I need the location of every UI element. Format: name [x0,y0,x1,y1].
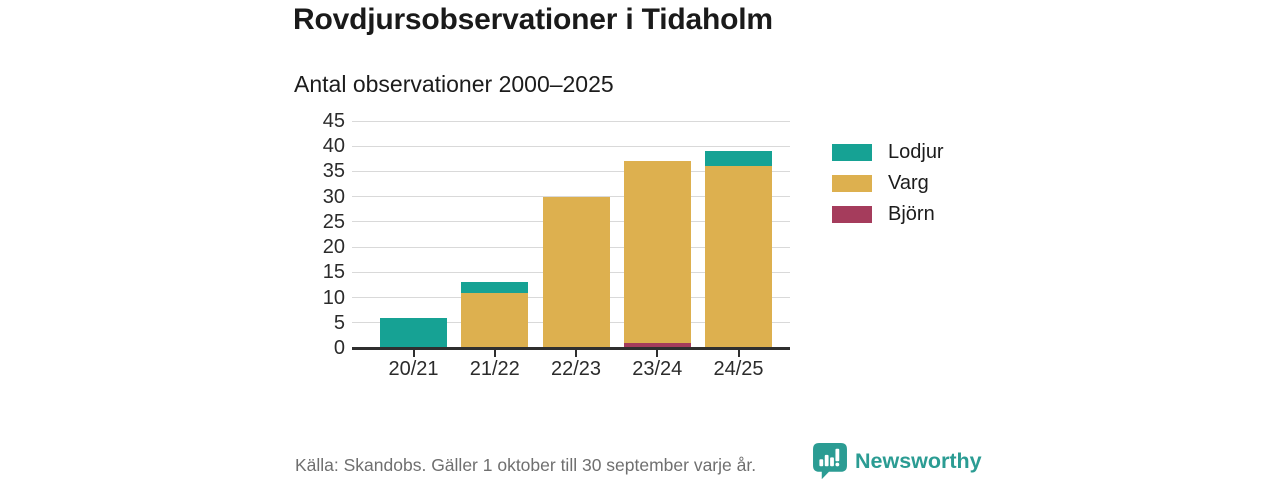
y-tick-label: 35 [322,160,345,183]
bar-segment-varg-24-25 [705,166,772,348]
legend: Lodjur Varg Björn [832,141,944,225]
y-tick-label: 25 [322,210,345,233]
gridline [352,196,790,198]
x-axis-tick [575,349,577,357]
x-axis-tick [412,349,415,357]
legend-item-varg: Varg [832,172,944,194]
y-tick-label: 0 [333,337,345,359]
legend-swatch [832,174,872,192]
x-tick-label: 23/24 [632,358,683,380]
bar-segment-bjorn-23-24 [623,342,691,348]
legend-label: Varg [888,171,929,194]
brand-name: Newsworthy [855,448,982,473]
chart-title: Rovdjursobservationer i Tidaholm [293,3,773,36]
y-tick-label: 15 [322,261,345,284]
legend-item-lodjur: Lodjur [832,141,944,163]
legend-swatch [832,143,872,161]
legend-label: Lodjur [888,140,944,163]
legend-label: Björn [888,202,935,225]
x-axis-line [352,346,790,350]
newsworthy-logo-icon [813,443,847,479]
x-axis-tick [656,349,659,357]
chart-subtitle: Antal observationer 2000–2025 [294,71,614,97]
bar-segment-lodjur-20-21 [380,317,447,348]
brand: Newsworthy [813,443,982,479]
gridline [352,170,790,172]
x-tick-label: 20/21 [388,358,439,380]
bar-segment-lodjur-24-25 [705,151,772,167]
legend-item-bjorn: Björn [832,203,944,225]
y-tick-label: 5 [333,311,345,334]
x-tick-label: 21/22 [469,358,520,380]
y-tick-label: 40 [322,135,345,158]
y-tick-label: 45 [322,110,345,132]
bar-segment-varg-21-22 [461,292,529,348]
source-note: Källa: Skandobs. Gäller 1 oktober till 3… [295,455,757,475]
bar-segment-varg-23-24 [623,161,691,343]
y-tick-label: 30 [322,185,345,208]
gridline [352,145,790,147]
bar-segment-varg-22-23 [542,196,610,348]
gridline [352,120,790,122]
x-axis-tick [737,349,740,357]
x-axis-tick [493,349,496,357]
y-tick-label: 10 [322,286,345,309]
y-tick-label: 20 [322,236,345,259]
legend-swatch [832,205,872,223]
bar-segment-lodjur-21-22 [461,282,529,293]
x-tick-label: 24/25 [713,358,764,380]
x-tick-label: 22/23 [550,358,602,380]
chart-plot: 0 5 10 15 20 25 30 35 40 45 20/21 21/22 22/23 23/24 24… [323,111,790,380]
